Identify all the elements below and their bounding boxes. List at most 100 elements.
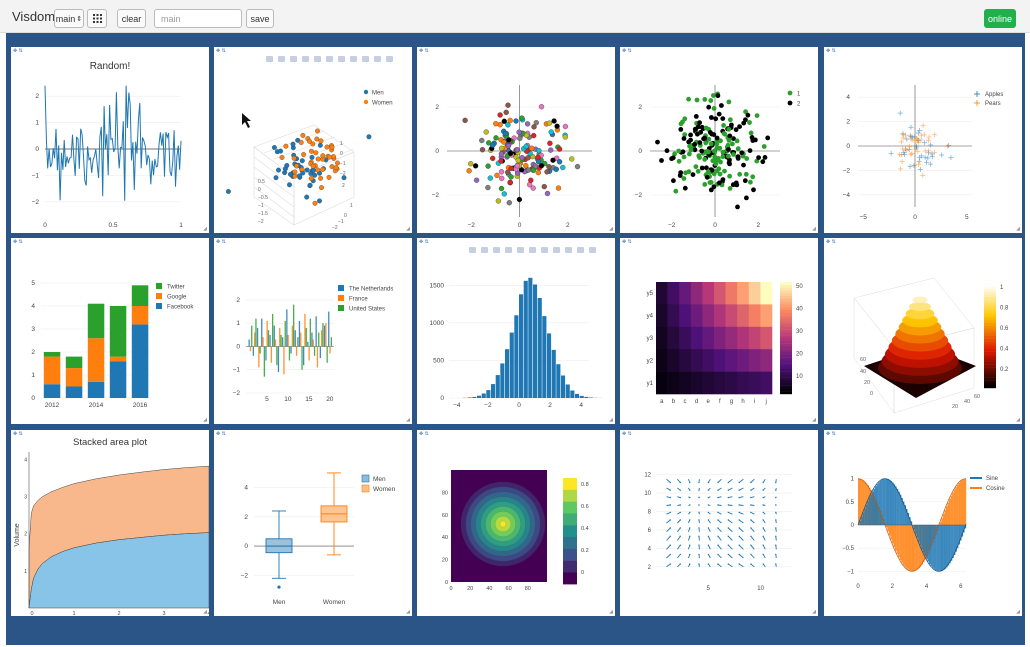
- quiver-head: [669, 504, 671, 506]
- colorbar-segment: [984, 349, 996, 352]
- pane-drag-handle-icon[interactable]: ✥ ⇅: [216, 239, 226, 245]
- clear-button[interactable]: clear: [117, 9, 146, 28]
- colorbar-segment: [563, 478, 577, 490]
- pane-resize-handle-icon[interactable]: ◢: [1016, 609, 1020, 615]
- scatter-point: [699, 165, 705, 171]
- pane-resize-handle-icon[interactable]: ◢: [406, 226, 410, 232]
- pane-resize-handle-icon[interactable]: ◢: [203, 226, 207, 232]
- colorbar-segment: [984, 354, 996, 357]
- quiver-arrow: [762, 536, 766, 541]
- env-select[interactable]: main ⇕: [54, 9, 84, 28]
- scatter-point: [556, 159, 563, 165]
- pane-resize-handle-icon[interactable]: ◢: [609, 417, 613, 423]
- colorbar-segment: [984, 291, 996, 295]
- area-bar-cosine: [905, 525, 908, 569]
- pane-drag-handle-icon[interactable]: ✥ ⇅: [622, 239, 632, 245]
- pane-surface-3d[interactable]: 1 0.8 0.6 0.4 0.2 60 40 20 0 20 40 60 ✥ ⇅ ◢: [824, 238, 1022, 424]
- cross-marker: [924, 159, 930, 165]
- heatmap-cell: [725, 349, 738, 372]
- pane-drag-handle-icon[interactable]: ✥ ⇅: [419, 431, 429, 437]
- pane-resize-handle-icon[interactable]: ◢: [609, 609, 613, 615]
- pane-drag-handle-icon[interactable]: ✥ ⇅: [826, 431, 836, 437]
- scatter-point: [531, 132, 537, 139]
- scatter-point: [686, 139, 692, 145]
- pane-scatter-cross[interactable]: Apples Pears 4 2 0 −2 −4 −5 0 5 ✥ ⇅ ◢: [824, 47, 1022, 233]
- pane-drag-handle-icon[interactable]: ✥ ⇅: [826, 239, 836, 245]
- pane-boxplot[interactable]: Men Women Men Women 4 2 0 −2 ✥ ⇅ ◢: [214, 430, 412, 616]
- pane-resize-handle-icon[interactable]: ◢: [1016, 417, 1020, 423]
- pane-drag-handle-icon[interactable]: ✥ ⇅: [13, 48, 23, 54]
- status-online-button[interactable]: online: [984, 9, 1016, 28]
- pane-resize-handle-icon[interactable]: ◢: [406, 417, 410, 423]
- pane-stacked-area[interactable]: Stacked area plot Volume 4 3 2 1 0 1 2 3 4 ✥ ⇅ ◢: [11, 430, 209, 616]
- cross-marker: [925, 138, 931, 144]
- quiver-arrow: [687, 536, 691, 541]
- quiver-arrow: [666, 544, 671, 550]
- heatmap-cell: [725, 304, 738, 328]
- pane-contour[interactable]: 0.8 0.6 0.4 0.2 0 80 60 40 20 0 0 20 40 60 80 ✥ ⇅ ◢: [417, 430, 615, 616]
- pane-resize-handle-icon[interactable]: ◢: [203, 417, 207, 423]
- pane-drag-handle-icon[interactable]: ✥ ⇅: [216, 48, 226, 54]
- pane-heatmap[interactable]: y5 y4 y3 y2 y1 a b c d e f g h i j 50 40 30 20 10 ✥ ⇅ ◢: [620, 238, 818, 424]
- pane-drag-handle-icon[interactable]: ✥ ⇅: [13, 239, 23, 245]
- reset-icon: [350, 56, 357, 62]
- tick-label: 0.4: [581, 526, 589, 532]
- tick-label: 4: [24, 457, 27, 463]
- area-bar-cosine: [955, 487, 957, 525]
- pane-resize-handle-icon[interactable]: ◢: [812, 417, 816, 423]
- pane-histogram[interactable]: 1500 1000 500 0 −4 −2 0 2 4 ✥ ⇅ ◢: [417, 238, 615, 424]
- pane-resize-handle-icon[interactable]: ◢: [1016, 226, 1020, 232]
- grouped-bar: [294, 330, 296, 347]
- colorbar-segment: [780, 368, 792, 372]
- grouped-bar: [287, 334, 289, 347]
- grouped-bar: [282, 337, 284, 347]
- pane-drag-handle-icon[interactable]: ✥ ⇅: [622, 48, 632, 54]
- area-bar-cosine: [901, 525, 903, 563]
- cross-marker: [900, 146, 906, 152]
- grouped-bar: [319, 346, 321, 359]
- quiver-arrow: [727, 544, 733, 550]
- scatter-point: [697, 140, 703, 145]
- pane-random-line[interactable]: Random! 2 1 0 −1 −2 0 0.5 1 ✥ ⇅ ◢: [11, 47, 209, 233]
- zoom-out-icon: [529, 247, 536, 253]
- pane-drag-handle-icon[interactable]: ✥ ⇅: [13, 431, 23, 437]
- save-button[interactable]: save: [246, 9, 274, 28]
- grid-view-button[interactable]: [87, 9, 107, 28]
- quiver-head: [762, 535, 764, 537]
- pane-drag-handle-icon[interactable]: ✥ ⇅: [826, 48, 836, 54]
- pane-resize-handle-icon[interactable]: ◢: [609, 226, 613, 232]
- tick-label: 60: [442, 513, 448, 519]
- pane-drag-handle-icon[interactable]: ✥ ⇅: [216, 431, 226, 437]
- tick-label: 4: [579, 402, 583, 409]
- scatter-point: [718, 138, 723, 144]
- stacked-bar-segment: [43, 384, 61, 398]
- pane-resize-handle-icon[interactable]: ◢: [812, 226, 816, 232]
- quiver-head: [738, 496, 740, 499]
- area-bar-cosine: [958, 482, 960, 525]
- pane-drag-handle-icon[interactable]: ✥ ⇅: [419, 48, 429, 54]
- pane-drag-handle-icon[interactable]: ✥ ⇅: [419, 239, 429, 245]
- pane-scatter-two-class[interactable]: 1 2 2 0 −2 −2 0 2 ✥ ⇅ ◢: [620, 47, 818, 233]
- pane-sine-cosine[interactable]: Sine Cosine 1 0.5 0 −0.5 −1 0 2 4 6 ✥ ⇅ ◢: [824, 430, 1022, 616]
- pane-grouped-bar[interactable]: The Netherlands France United States 2 1 0 −1−…: [214, 238, 412, 424]
- pane-scatter-multicolor[interactable]: 2 0 −2 −2 0 2 ✥ ⇅ ◢: [417, 47, 615, 233]
- pane-quiver[interactable]: 12 10 8 6 4 2 5 10 ✥ ⇅ ◢: [620, 430, 818, 616]
- area-bar-cosine: [915, 525, 917, 571]
- tick-label: 0: [856, 584, 860, 590]
- quiver-arrow: [738, 563, 744, 568]
- tick-label: 2: [35, 93, 39, 100]
- area-bar-sine: [947, 525, 950, 566]
- area-bar-cosine: [956, 484, 959, 525]
- colorbar-segment: [780, 315, 792, 319]
- pane-stacked-bar[interactable]: Twitter Google Facebook 5 4 3 2 1 0 2012 2014 2016 ✥…: [11, 238, 209, 424]
- env-filter-input[interactable]: main: [154, 9, 242, 28]
- scatter-point: [541, 183, 547, 190]
- pane-scatter-3d[interactable]: Men Women 1 0 −1 −2 2 1 0 −1 −2 0.5 0 −0.5 −1 −1.5 −2 ✥ ⇅…: [214, 47, 412, 233]
- scatter-point: [678, 170, 684, 175]
- cross-marker: [915, 130, 921, 136]
- pane-resize-handle-icon[interactable]: ◢: [203, 609, 207, 615]
- pane-resize-handle-icon[interactable]: ◢: [406, 609, 410, 615]
- tick-label: −4: [453, 402, 461, 409]
- pane-drag-handle-icon[interactable]: ✥ ⇅: [622, 431, 632, 437]
- pane-resize-handle-icon[interactable]: ◢: [812, 609, 816, 615]
